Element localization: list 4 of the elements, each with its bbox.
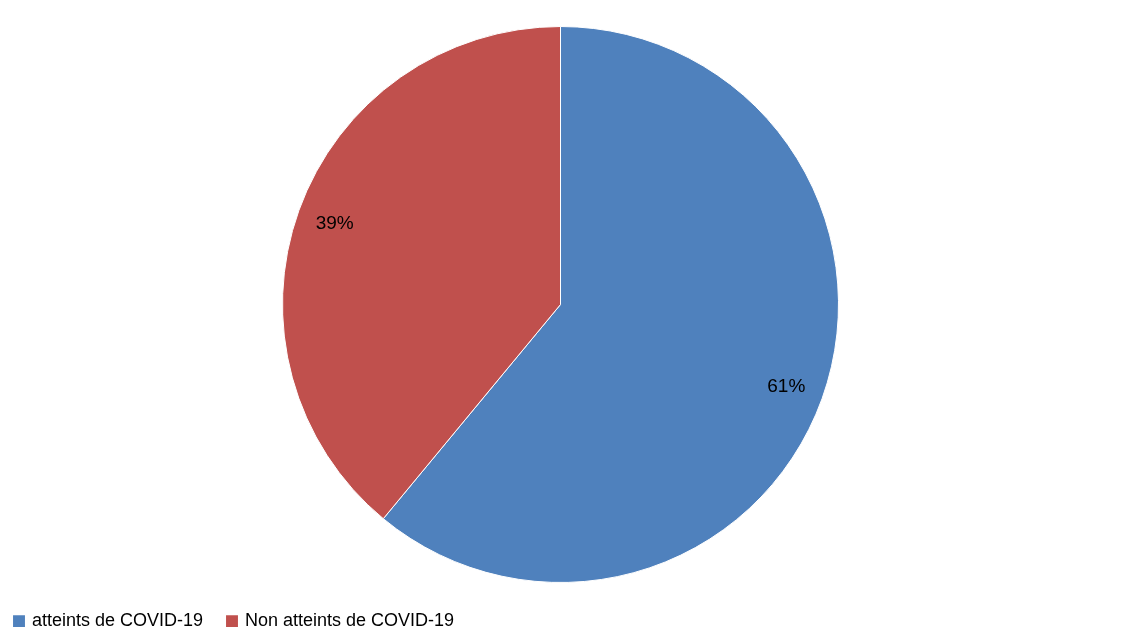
legend-label: atteints de COVID-19: [32, 610, 204, 631]
data-label: 61%: [767, 374, 806, 396]
legend-label: Non atteints de COVID-19: [245, 610, 455, 631]
data-label: 39%: [315, 212, 354, 234]
